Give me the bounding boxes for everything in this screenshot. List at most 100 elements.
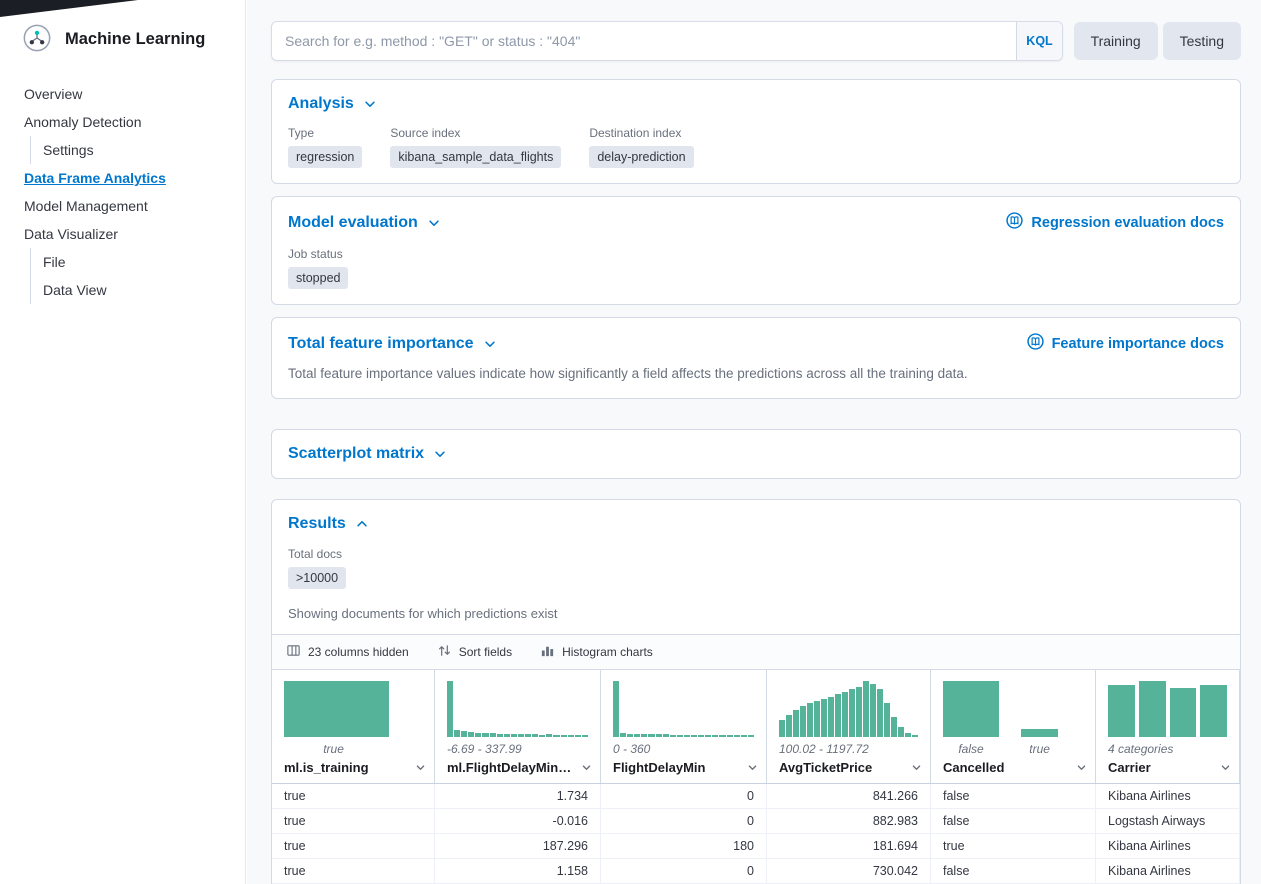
grid-cell[interactable]: true <box>272 859 435 884</box>
column-range-label: true <box>323 742 344 756</box>
grid-cell[interactable]: true <box>272 809 435 834</box>
scatterplot-matrix-toggle[interactable]: Scatterplot matrix <box>288 445 447 463</box>
testing-button[interactable]: Testing <box>1162 22 1241 60</box>
training-button[interactable]: Training <box>1073 22 1158 60</box>
column-histogram <box>779 681 918 737</box>
sort-icon <box>437 643 452 661</box>
grid-cell[interactable]: true <box>272 834 435 859</box>
grid-cell[interactable]: false <box>931 809 1096 834</box>
sidebar-item-data-frame-analytics[interactable]: Data Frame Analytics <box>24 170 166 186</box>
column-actions-icon[interactable] <box>1076 762 1087 773</box>
table-row: true -0.016 0 882.983 false Logstash Airways <box>272 809 1240 834</box>
sort-fields-label: Sort fields <box>458 645 513 659</box>
column-name: ml.FlightDelayMin_pred <box>435 756 600 783</box>
search-bar: KQL <box>271 21 1063 61</box>
docs-link-label: Regression evaluation docs <box>1031 214 1224 231</box>
grid-cell[interactable]: Kibana Airlines <box>1096 834 1240 859</box>
grid-cell[interactable]: false <box>931 859 1096 884</box>
chevron-down-icon <box>427 216 441 230</box>
feature-importance-description: Total feature importance values indicate… <box>288 366 968 381</box>
grid-cell[interactable]: 181.694 <box>767 834 931 859</box>
feature-importance-title: Total feature importance <box>288 334 474 352</box>
sidebar-item-data-visualizer[interactable]: Data Visualizer <box>24 226 118 242</box>
grid-cell[interactable]: 180 <box>601 834 767 859</box>
job-status-label: Job status <box>288 247 343 261</box>
columns-hidden-button[interactable]: 23 columns hidden <box>286 641 409 663</box>
search-input[interactable] <box>272 22 1016 60</box>
column-header-FlightDelayMin[interactable]: 0 - 360 FlightDelayMin <box>601 670 767 783</box>
sidebar-item-overview[interactable]: Overview <box>24 86 83 102</box>
grid-cell[interactable]: 882.983 <box>767 809 931 834</box>
column-histogram <box>943 681 1083 737</box>
sidebar-item-anomaly-detection[interactable]: Anomaly Detection <box>24 114 142 130</box>
grid-cell[interactable]: Kibana Airlines <box>1096 859 1240 884</box>
grid-cell[interactable]: 1.734 <box>435 784 601 809</box>
column-actions-icon[interactable] <box>747 762 758 773</box>
feature-importance-toggle[interactable]: Total feature importance <box>288 335 497 353</box>
grid-body: true 1.734 0 841.266 false Kibana Airlines tru… <box>272 784 1240 884</box>
column-header-AvgTicketPrice[interactable]: 100.02 - 1197.72 AvgTicketPrice <box>767 670 931 783</box>
regression-evaluation-docs-link[interactable]: Regression evaluation docs <box>1006 212 1224 233</box>
total-docs-badge: >10000 <box>288 567 347 589</box>
column-actions-icon[interactable] <box>1220 762 1231 773</box>
histogram-charts-label: Histogram charts <box>562 645 653 659</box>
grid-toolbar: 23 columns hidden Sort fields Histogram … <box>272 634 1240 670</box>
column-actions-icon[interactable] <box>581 762 592 773</box>
table-row: true 187.296 180 181.694 true Kibana Airlines <box>272 834 1240 859</box>
sidebar-item-settings[interactable]: Settings <box>30 136 245 164</box>
results-subtitle: Showing documents for which predictions … <box>288 606 558 621</box>
sidebar: Machine Learning Overview Anomaly Detecti… <box>0 0 246 884</box>
grid-cell[interactable]: Kibana Airlines <box>1096 784 1240 809</box>
chevron-down-icon <box>363 97 377 111</box>
grid-cell[interactable]: 187.296 <box>435 834 601 859</box>
app-title: Machine Learning <box>65 30 206 48</box>
docs-icon <box>1006 212 1024 233</box>
grid-cell[interactable]: 1.158 <box>435 859 601 884</box>
grid-cell[interactable]: 841.266 <box>767 784 931 809</box>
grid-cell[interactable]: 0 <box>601 784 767 809</box>
columns-hidden-label: 23 columns hidden <box>308 645 409 659</box>
total-docs-label: Total docs <box>288 547 343 561</box>
chevron-down-icon <box>483 337 497 351</box>
results-toggle[interactable]: Results <box>288 515 369 533</box>
analysis-panel-title: Analysis <box>288 95 354 112</box>
grid-header: true ml.is_training -6.69 - 337.99 ml.Fligh… <box>272 670 1240 784</box>
column-header-Carrier[interactable]: 4 categories Carrier <box>1096 670 1240 783</box>
grid-cell[interactable]: true <box>272 784 435 809</box>
column-range-label: -6.69 - 337.99 <box>447 742 522 756</box>
sidebar-header: Machine Learning <box>0 0 245 76</box>
results-grid: true ml.is_training -6.69 - 337.99 ml.Fligh… <box>272 670 1240 884</box>
feature-importance-docs-link[interactable]: Feature importance docs <box>1026 333 1224 354</box>
sidebar-item-data-view[interactable]: Data View <box>30 276 245 304</box>
field-label: Destination index <box>589 126 682 140</box>
sort-fields-button[interactable]: Sort fields <box>437 641 512 663</box>
column-actions-icon[interactable] <box>911 762 922 773</box>
sidebar-item-model-management[interactable]: Model Management <box>24 198 148 214</box>
model-evaluation-toggle[interactable]: Model evaluation <box>288 214 441 232</box>
column-name: AvgTicketPrice <box>767 756 930 783</box>
column-range-label: false true <box>958 742 1050 756</box>
grid-cell[interactable]: 0 <box>601 809 767 834</box>
source-index-badge: kibana_sample_data_flights <box>390 146 562 168</box>
sidebar-nav: Overview Anomaly Detection Settings Data Fr… <box>0 76 245 304</box>
destination-index-badge: delay-prediction <box>589 146 694 168</box>
machine-learning-app-icon <box>22 23 52 56</box>
histogram-charts-button[interactable]: Histogram charts <box>540 641 653 663</box>
column-actions-icon[interactable] <box>415 762 426 773</box>
results-title: Results <box>288 515 346 532</box>
grid-cell[interactable]: Logstash Airways <box>1096 809 1240 834</box>
grid-cell[interactable]: -0.016 <box>435 809 601 834</box>
scatterplot-matrix-panel: Scatterplot matrix <box>271 429 1241 479</box>
sidebar-item-file[interactable]: File <box>30 248 245 276</box>
grid-cell[interactable]: 0 <box>601 859 767 884</box>
grid-cell[interactable]: 730.042 <box>767 859 931 884</box>
grid-cell[interactable]: false <box>931 784 1096 809</box>
kql-button[interactable]: KQL <box>1016 22 1062 60</box>
column-header-ml.is_training[interactable]: true ml.is_training <box>272 670 435 783</box>
analysis-panel-toggle[interactable]: Analysis <box>288 95 377 113</box>
column-header-Cancelled[interactable]: false true Cancelled <box>931 670 1096 783</box>
grid-cell[interactable]: true <box>931 834 1096 859</box>
top-bar: KQL Training Testing <box>271 21 1241 61</box>
analysis-fields: Type regression Source index kibana_samp… <box>288 126 1224 168</box>
